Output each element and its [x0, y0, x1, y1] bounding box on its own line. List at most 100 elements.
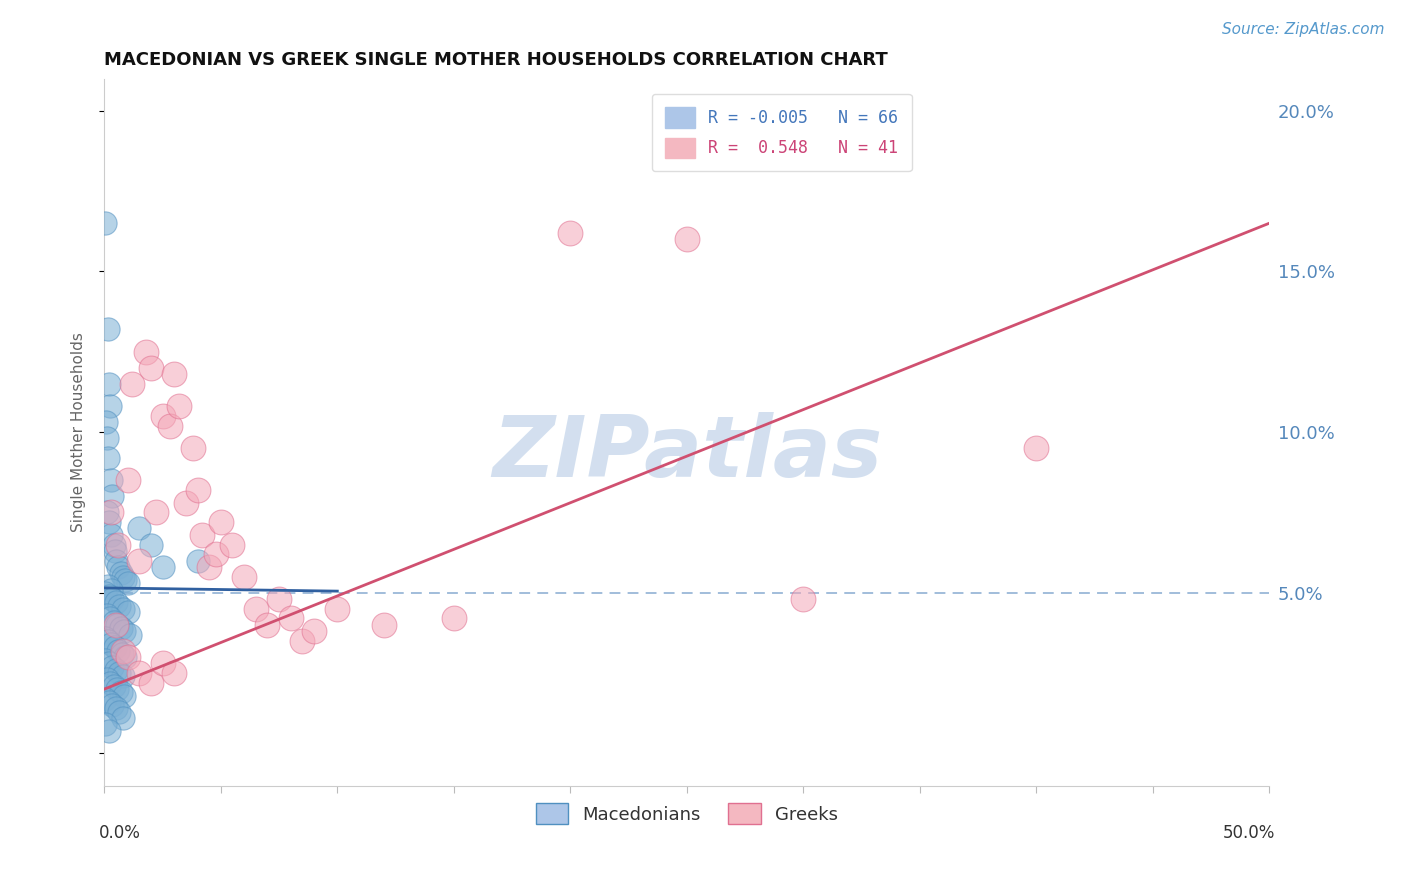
- Point: [98, 611, 121, 625]
- Point: [97, 723, 120, 738]
- Point: [107, 643, 129, 657]
- Point: [221, 537, 243, 551]
- Point: [101, 592, 124, 607]
- Point: [121, 376, 143, 391]
- Text: MACEDONIAN VS GREEK SINGLE MOTHER HOUSEHOLDS CORRELATION CHART: MACEDONIAN VS GREEK SINGLE MOTHER HOUSEH…: [104, 51, 889, 69]
- Point: [205, 547, 228, 561]
- Point: [443, 611, 465, 625]
- Point: [94, 653, 117, 667]
- Point: [104, 640, 127, 655]
- Point: [103, 537, 125, 551]
- Point: [104, 544, 127, 558]
- Point: [97, 579, 120, 593]
- Point: [267, 592, 290, 607]
- Point: [97, 589, 120, 603]
- Point: [139, 537, 162, 551]
- Point: [108, 705, 131, 719]
- Point: [94, 691, 117, 706]
- Point: [104, 595, 127, 609]
- Text: Source: ZipAtlas.com: Source: ZipAtlas.com: [1222, 22, 1385, 37]
- Point: [111, 647, 134, 661]
- Point: [117, 473, 139, 487]
- Point: [96, 505, 118, 519]
- Point: [94, 631, 117, 645]
- Point: [139, 360, 162, 375]
- Text: ZIPatlas: ZIPatlas: [492, 412, 882, 495]
- Point: [291, 634, 314, 648]
- Point: [108, 666, 131, 681]
- Point: [373, 618, 395, 632]
- Point: [100, 528, 122, 542]
- Point: [107, 537, 129, 551]
- Point: [94, 717, 117, 731]
- Point: [111, 569, 134, 583]
- Point: [191, 528, 214, 542]
- Legend: Macedonians, Greeks: Macedonians, Greeks: [527, 794, 846, 833]
- Point: [96, 416, 118, 430]
- Point: [110, 621, 132, 635]
- Point: [163, 666, 186, 681]
- Point: [111, 669, 134, 683]
- Point: [135, 344, 157, 359]
- Point: [98, 515, 121, 529]
- Point: [103, 679, 125, 693]
- Point: [117, 650, 139, 665]
- Point: [97, 695, 120, 709]
- Point: [256, 618, 278, 632]
- Point: [245, 602, 267, 616]
- Point: [167, 400, 190, 414]
- Point: [94, 585, 117, 599]
- Point: [152, 409, 174, 423]
- Point: [1025, 441, 1047, 455]
- Point: [145, 505, 167, 519]
- Point: [104, 701, 127, 715]
- Text: 50.0%: 50.0%: [1223, 824, 1275, 842]
- Point: [100, 505, 122, 519]
- Point: [101, 489, 124, 503]
- Point: [100, 637, 122, 651]
- Point: [110, 685, 132, 699]
- Point: [117, 605, 139, 619]
- Point: [128, 521, 150, 535]
- Y-axis label: Single Mother Households: Single Mother Households: [72, 332, 86, 532]
- Point: [104, 663, 127, 677]
- Point: [96, 432, 118, 446]
- Point: [97, 634, 120, 648]
- Point: [326, 602, 349, 616]
- Point: [96, 673, 118, 687]
- Point: [97, 657, 120, 671]
- Point: [198, 560, 221, 574]
- Point: [103, 615, 125, 629]
- Point: [108, 599, 131, 613]
- Point: [105, 682, 128, 697]
- Point: [118, 627, 141, 641]
- Point: [101, 698, 124, 713]
- Point: [98, 675, 121, 690]
- Point: [114, 650, 136, 665]
- Point: [676, 232, 699, 246]
- Point: [112, 624, 135, 639]
- Point: [101, 659, 124, 673]
- Point: [302, 624, 325, 639]
- Point: [560, 226, 582, 240]
- Point: [98, 400, 121, 414]
- Point: [792, 592, 814, 607]
- Point: [152, 657, 174, 671]
- Point: [209, 515, 232, 529]
- Point: [110, 566, 132, 581]
- Point: [97, 450, 120, 465]
- Point: [114, 573, 136, 587]
- Point: [105, 618, 128, 632]
- Point: [152, 560, 174, 574]
- Point: [280, 611, 302, 625]
- Point: [111, 602, 134, 616]
- Point: [96, 608, 118, 623]
- Point: [97, 376, 120, 391]
- Point: [181, 441, 204, 455]
- Point: [186, 483, 208, 497]
- Point: [117, 576, 139, 591]
- Point: [186, 553, 208, 567]
- Point: [174, 496, 197, 510]
- Point: [100, 582, 122, 597]
- Point: [112, 689, 135, 703]
